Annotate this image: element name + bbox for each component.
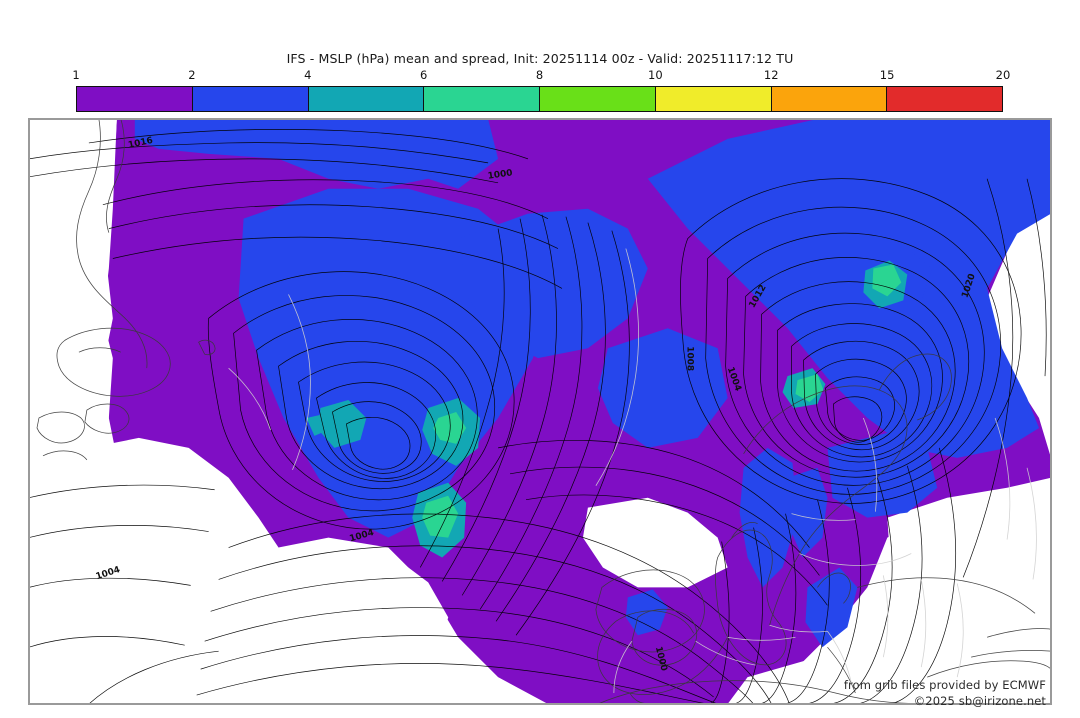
- colorbar-tick-8: 20: [995, 68, 1011, 82]
- colorbar-segment-15-20: [887, 87, 1002, 111]
- map-frame-border: [29, 119, 1051, 704]
- colorbar-tick-0: 1: [72, 68, 80, 82]
- colorbar-segment-2-4: [192, 87, 309, 111]
- colorbar-tick-4: 8: [535, 68, 544, 82]
- colorbar-strip: [76, 86, 1003, 112]
- colorbar-segment-4-6: [308, 87, 425, 111]
- colorbar-tick-labels: 1 2 4 6 8 10 12 15 20: [72, 68, 1010, 84]
- colorbar-tick-7: 15: [879, 68, 895, 82]
- colorbar-tick-1: 2: [188, 68, 196, 82]
- page-title: IFS - MSLP (hPa) mean and spread, Init: …: [286, 51, 794, 66]
- colorbar: [76, 86, 1003, 112]
- colorbar-tick-2: 4: [304, 68, 312, 82]
- colorbar-segment-1-2: [77, 87, 193, 111]
- contour-label-1000-a: 1000: [487, 168, 513, 181]
- contour-label-1008: 1008: [685, 346, 695, 371]
- colorbar-segment-10-12: [655, 87, 772, 111]
- map-panel: 1016 1000 1008 1004 1004 1012 1020 1004 …: [28, 118, 1052, 705]
- colorbar-segment-12-15: [771, 87, 888, 111]
- colorbar-segment-6-8: [424, 87, 540, 111]
- colorbar-tick-6: 12: [763, 68, 779, 82]
- country-borders: [228, 248, 1037, 694]
- spread-band-6-8: [422, 264, 902, 538]
- mslp-contours: [29, 129, 1047, 704]
- mslp-spread-map: 1016 1000 1008 1004 1004 1012 1020 1004 …: [29, 119, 1051, 704]
- colorbar-segment-8-10: [540, 87, 656, 111]
- colorbar-tick-5: 10: [648, 68, 663, 82]
- map-white-gaps: [29, 119, 1051, 704]
- colorbar-tick-3: 6: [419, 68, 428, 82]
